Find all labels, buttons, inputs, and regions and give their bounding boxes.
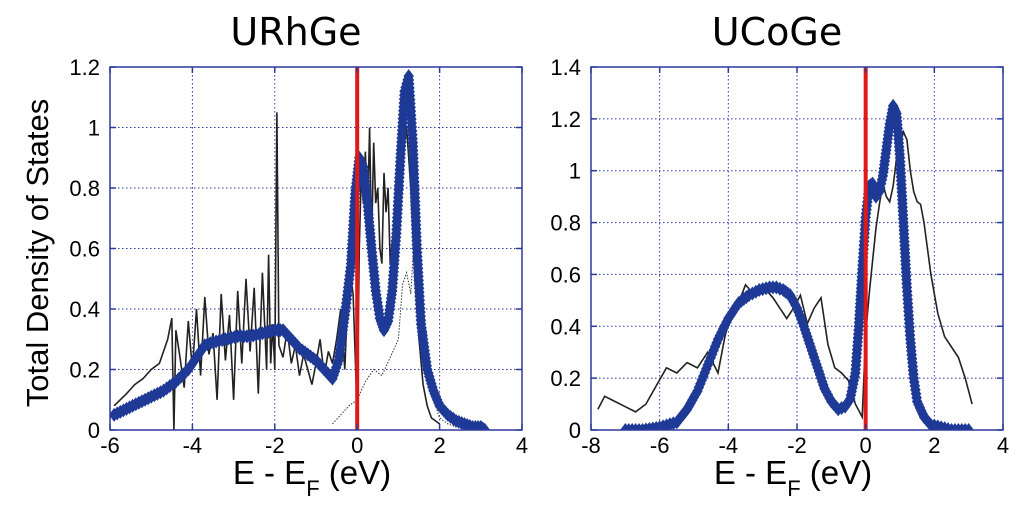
x-tick-label: 0	[351, 433, 363, 458]
y-tick-label: 0.4	[69, 297, 100, 322]
chart-title: URhGe	[230, 10, 361, 54]
y-tick-label: 0.8	[550, 211, 581, 236]
x-axis-label: E - EF (eV)	[233, 454, 391, 501]
y-tick-label: 0.4	[550, 314, 581, 339]
x-tick-label: -2	[787, 433, 807, 458]
y-tick-label: 1.2	[69, 55, 100, 80]
y-tick-label: 0.2	[69, 358, 100, 383]
x-tick-label: -2	[265, 433, 285, 458]
chart-panel-ucoge: UCoGe -8 -6 -4 -2 0 2 4 0 0.2 0.4 0.6 0.8 1 1.2 1.4 E …	[550, 10, 1009, 501]
x-tick-label: 0	[860, 433, 872, 458]
y-tick-label: 1	[569, 159, 581, 184]
y-tick-label: 1.4	[550, 55, 581, 80]
diamond-marker	[479, 423, 491, 430]
x-tick-label: -4	[183, 433, 203, 458]
plot-frame	[109, 66, 523, 431]
y-tick-label: 0.2	[550, 366, 581, 391]
chart-panel-urhge: URhGe -6 -4 -2 0 2 4 0 0.2 0.4 0.6 0.8 1 1.2 E - EF …	[69, 10, 528, 501]
solid-dos-line	[597, 129, 973, 420]
y-tick-label: 1	[88, 116, 100, 141]
x-tick-label: 2	[433, 433, 445, 458]
plot-area-urhge: -6 -4 -2 0 2 4 0 0.2 0.4 0.6 0.8 1 1.2	[69, 55, 528, 458]
y-tick-label: 0	[569, 418, 581, 443]
diamond-series	[110, 69, 491, 430]
y-axis-label: Total Density of States	[20, 99, 55, 407]
y-tick-label: 1.2	[550, 107, 581, 132]
x-tick-label: -6	[650, 433, 670, 458]
y-tick-label: 0.8	[69, 176, 100, 201]
y-tick-label: 0	[88, 418, 100, 443]
y-tick-label: 0.6	[550, 262, 581, 287]
y-tick-label: 0.6	[69, 237, 100, 262]
diamond-series	[620, 98, 974, 430]
x-tick-label: 4	[516, 433, 528, 458]
x-tick-label: 4	[997, 433, 1009, 458]
chart-title: UCoGe	[712, 10, 842, 54]
plot-area-ucoge: -8 -6 -4 -2 0 2 4 0 0.2 0.4 0.6 0.8 1 1.2 1.4	[550, 55, 1009, 458]
diamond-marker	[963, 423, 974, 430]
x-axis-label: E - EF (eV)	[714, 454, 872, 501]
x-tick-label: -4	[719, 433, 739, 458]
x-tick-label: -8	[581, 433, 601, 458]
x-tick-label: -6	[100, 433, 120, 458]
x-tick-label: 2	[928, 433, 940, 458]
